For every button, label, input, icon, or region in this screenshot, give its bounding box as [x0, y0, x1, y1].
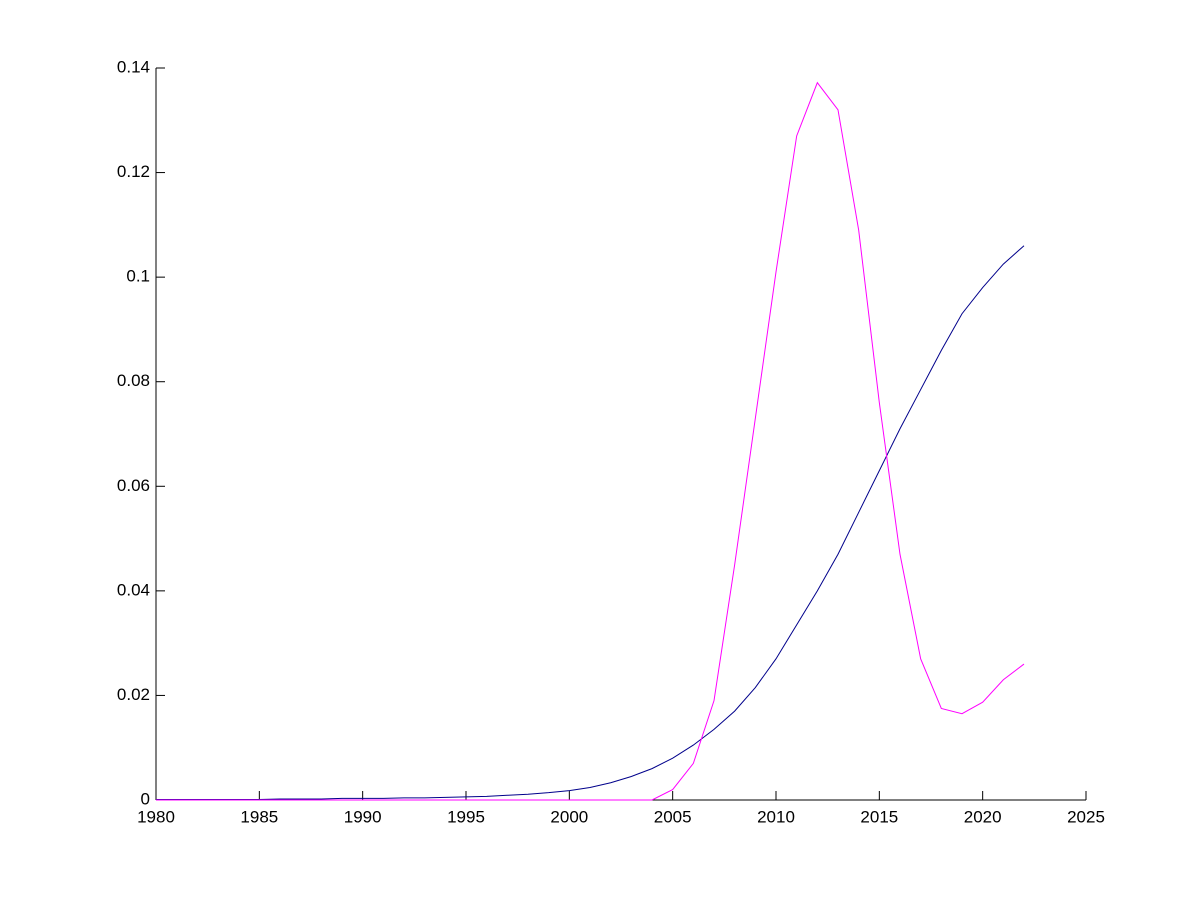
x-tick-label: 2025 — [1067, 807, 1105, 826]
series-line — [156, 245, 1025, 800]
x-tick-label: 2010 — [757, 807, 795, 826]
x-tick-label: 2005 — [654, 807, 692, 826]
x-tick-label: 2015 — [860, 807, 898, 826]
x-tick-label: 1990 — [344, 807, 382, 826]
x-tick-label: 2000 — [550, 807, 588, 826]
series-line — [156, 81, 1025, 801]
y-tick-label: 0 — [141, 789, 150, 808]
y-tick-label: 0.1 — [126, 267, 150, 286]
x-tick-label: 1995 — [447, 807, 485, 826]
y-tick-label: 0.08 — [117, 371, 150, 390]
y-tick-label: 0.04 — [117, 580, 150, 599]
x-tick-label: 2020 — [964, 807, 1002, 826]
y-tick-label: 0.12 — [117, 162, 150, 181]
y-tick-label: 0.02 — [117, 685, 150, 704]
x-tick-label: 1985 — [240, 807, 278, 826]
y-tick-label: 0.14 — [117, 57, 150, 76]
y-tick-label: 0.06 — [117, 476, 150, 495]
x-tick-label: 1980 — [137, 807, 175, 826]
